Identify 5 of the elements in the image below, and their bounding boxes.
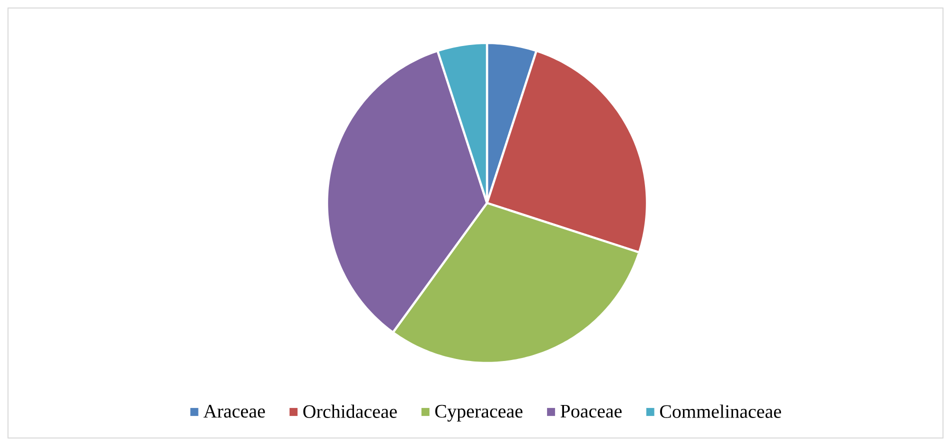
legend-label: Cyperaceae <box>435 404 522 422</box>
legend-label: Araceae <box>204 404 265 418</box>
legend-label: Commelinaceae <box>660 404 782 418</box>
legend-label: Poaceae <box>560 404 622 418</box>
legend-label: Orchidaceae <box>303 404 397 418</box>
